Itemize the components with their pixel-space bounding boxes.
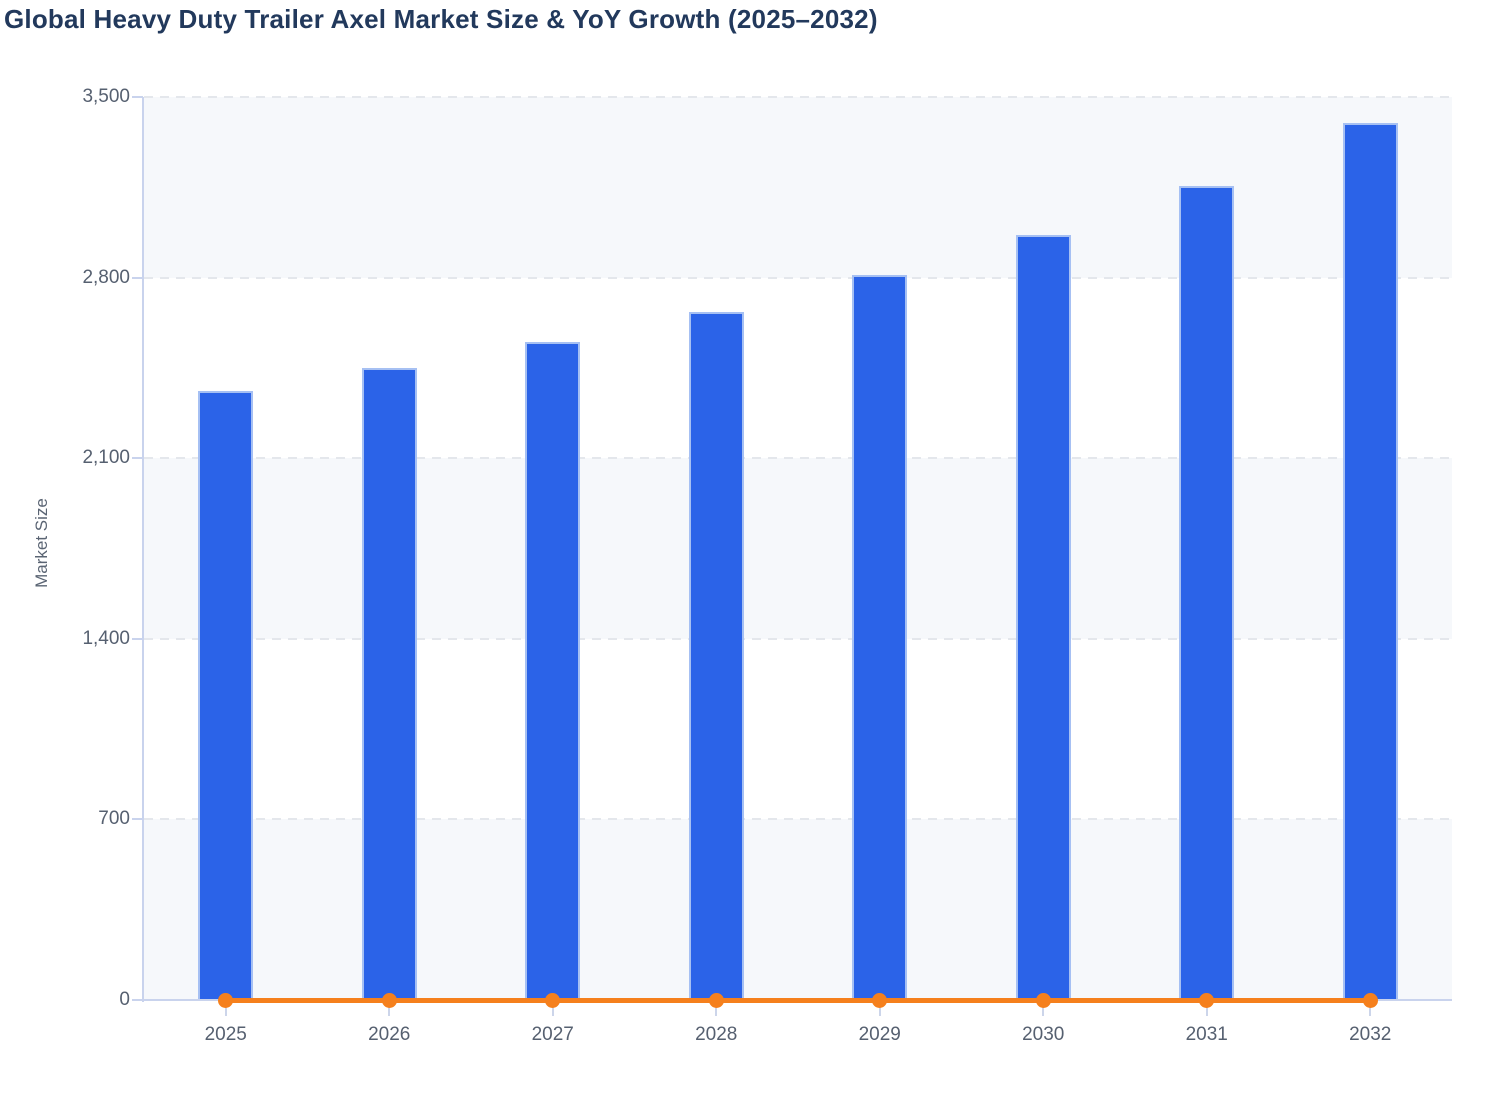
bar-2032[interactable] <box>1342 122 1398 1000</box>
x-tick-label: 2031 <box>1185 1024 1228 1045</box>
y-tick-mark <box>132 457 143 460</box>
y-tick-label: 3,500 <box>82 86 130 107</box>
y-tick-label: 1,400 <box>82 627 130 649</box>
x-tick-label: 2025 <box>204 1024 247 1045</box>
grid-band <box>144 97 1452 278</box>
y-tick-label: 2,800 <box>82 266 130 288</box>
x-tick-mark <box>224 1004 227 1016</box>
bar-2030[interactable] <box>1015 235 1071 1000</box>
grid-band <box>144 277 1452 459</box>
plot-area <box>142 96 1452 1008</box>
x-tick-label: 2030 <box>1022 1024 1065 1045</box>
gridline <box>144 818 1452 821</box>
yoy-marker-2027[interactable] <box>545 993 561 1008</box>
yoy-marker-2032[interactable] <box>1362 993 1378 1008</box>
bar-2029[interactable] <box>852 275 908 1000</box>
y-tick-mark <box>132 999 143 1001</box>
bar-2026[interactable] <box>361 367 417 1000</box>
chart-title: Global Heavy Duty Trailer Axel Market Si… <box>4 4 878 34</box>
x-tick-label: 2029 <box>858 1024 901 1045</box>
yoy-marker-2025[interactable] <box>218 993 234 1008</box>
yoy-marker-2026[interactable] <box>381 993 397 1008</box>
y-tick-mark <box>132 818 143 821</box>
bar-2031[interactable] <box>1179 186 1235 1000</box>
y-axis-line <box>142 97 144 1002</box>
yoy-growth-line <box>225 998 1371 1003</box>
x-tick-mark <box>1042 1004 1045 1016</box>
yoy-marker-2031[interactable] <box>1199 993 1215 1008</box>
x-tick-label: 2026 <box>368 1024 411 1045</box>
bar-2025[interactable] <box>198 391 254 1000</box>
y-tick-label: 700 <box>98 808 130 830</box>
x-tick-mark <box>551 1004 554 1016</box>
x-tick-label: 2027 <box>531 1024 574 1045</box>
x-tick-mark <box>1205 1004 1208 1016</box>
grid-band <box>144 458 1452 639</box>
x-tick-mark <box>878 1004 881 1016</box>
x-tick-label: 2032 <box>1349 1024 1392 1045</box>
bar-2027[interactable] <box>525 342 581 1000</box>
y-tick-mark <box>132 637 143 640</box>
gridline <box>144 457 1452 460</box>
grid-band <box>144 819 1452 1000</box>
x-tick-mark <box>388 1004 391 1016</box>
y-tick-label: 0 <box>119 989 130 1010</box>
x-tick-label: 2028 <box>695 1024 738 1045</box>
y-axis-title: Market Size <box>32 498 51 588</box>
gridline <box>144 96 1452 98</box>
y-tick-mark <box>132 276 143 279</box>
yoy-marker-2028[interactable] <box>708 993 724 1008</box>
yoy-marker-2030[interactable] <box>1035 993 1051 1008</box>
y-tick-mark <box>132 96 143 98</box>
y-tick-label: 2,100 <box>82 447 130 469</box>
yoy-marker-2029[interactable] <box>872 993 888 1008</box>
grid-band <box>144 638 1452 820</box>
gridline <box>144 276 1452 279</box>
gridline <box>144 637 1452 640</box>
bar-2028[interactable] <box>688 312 744 1000</box>
x-tick-mark <box>715 1004 718 1016</box>
x-tick-mark <box>1369 1004 1372 1016</box>
